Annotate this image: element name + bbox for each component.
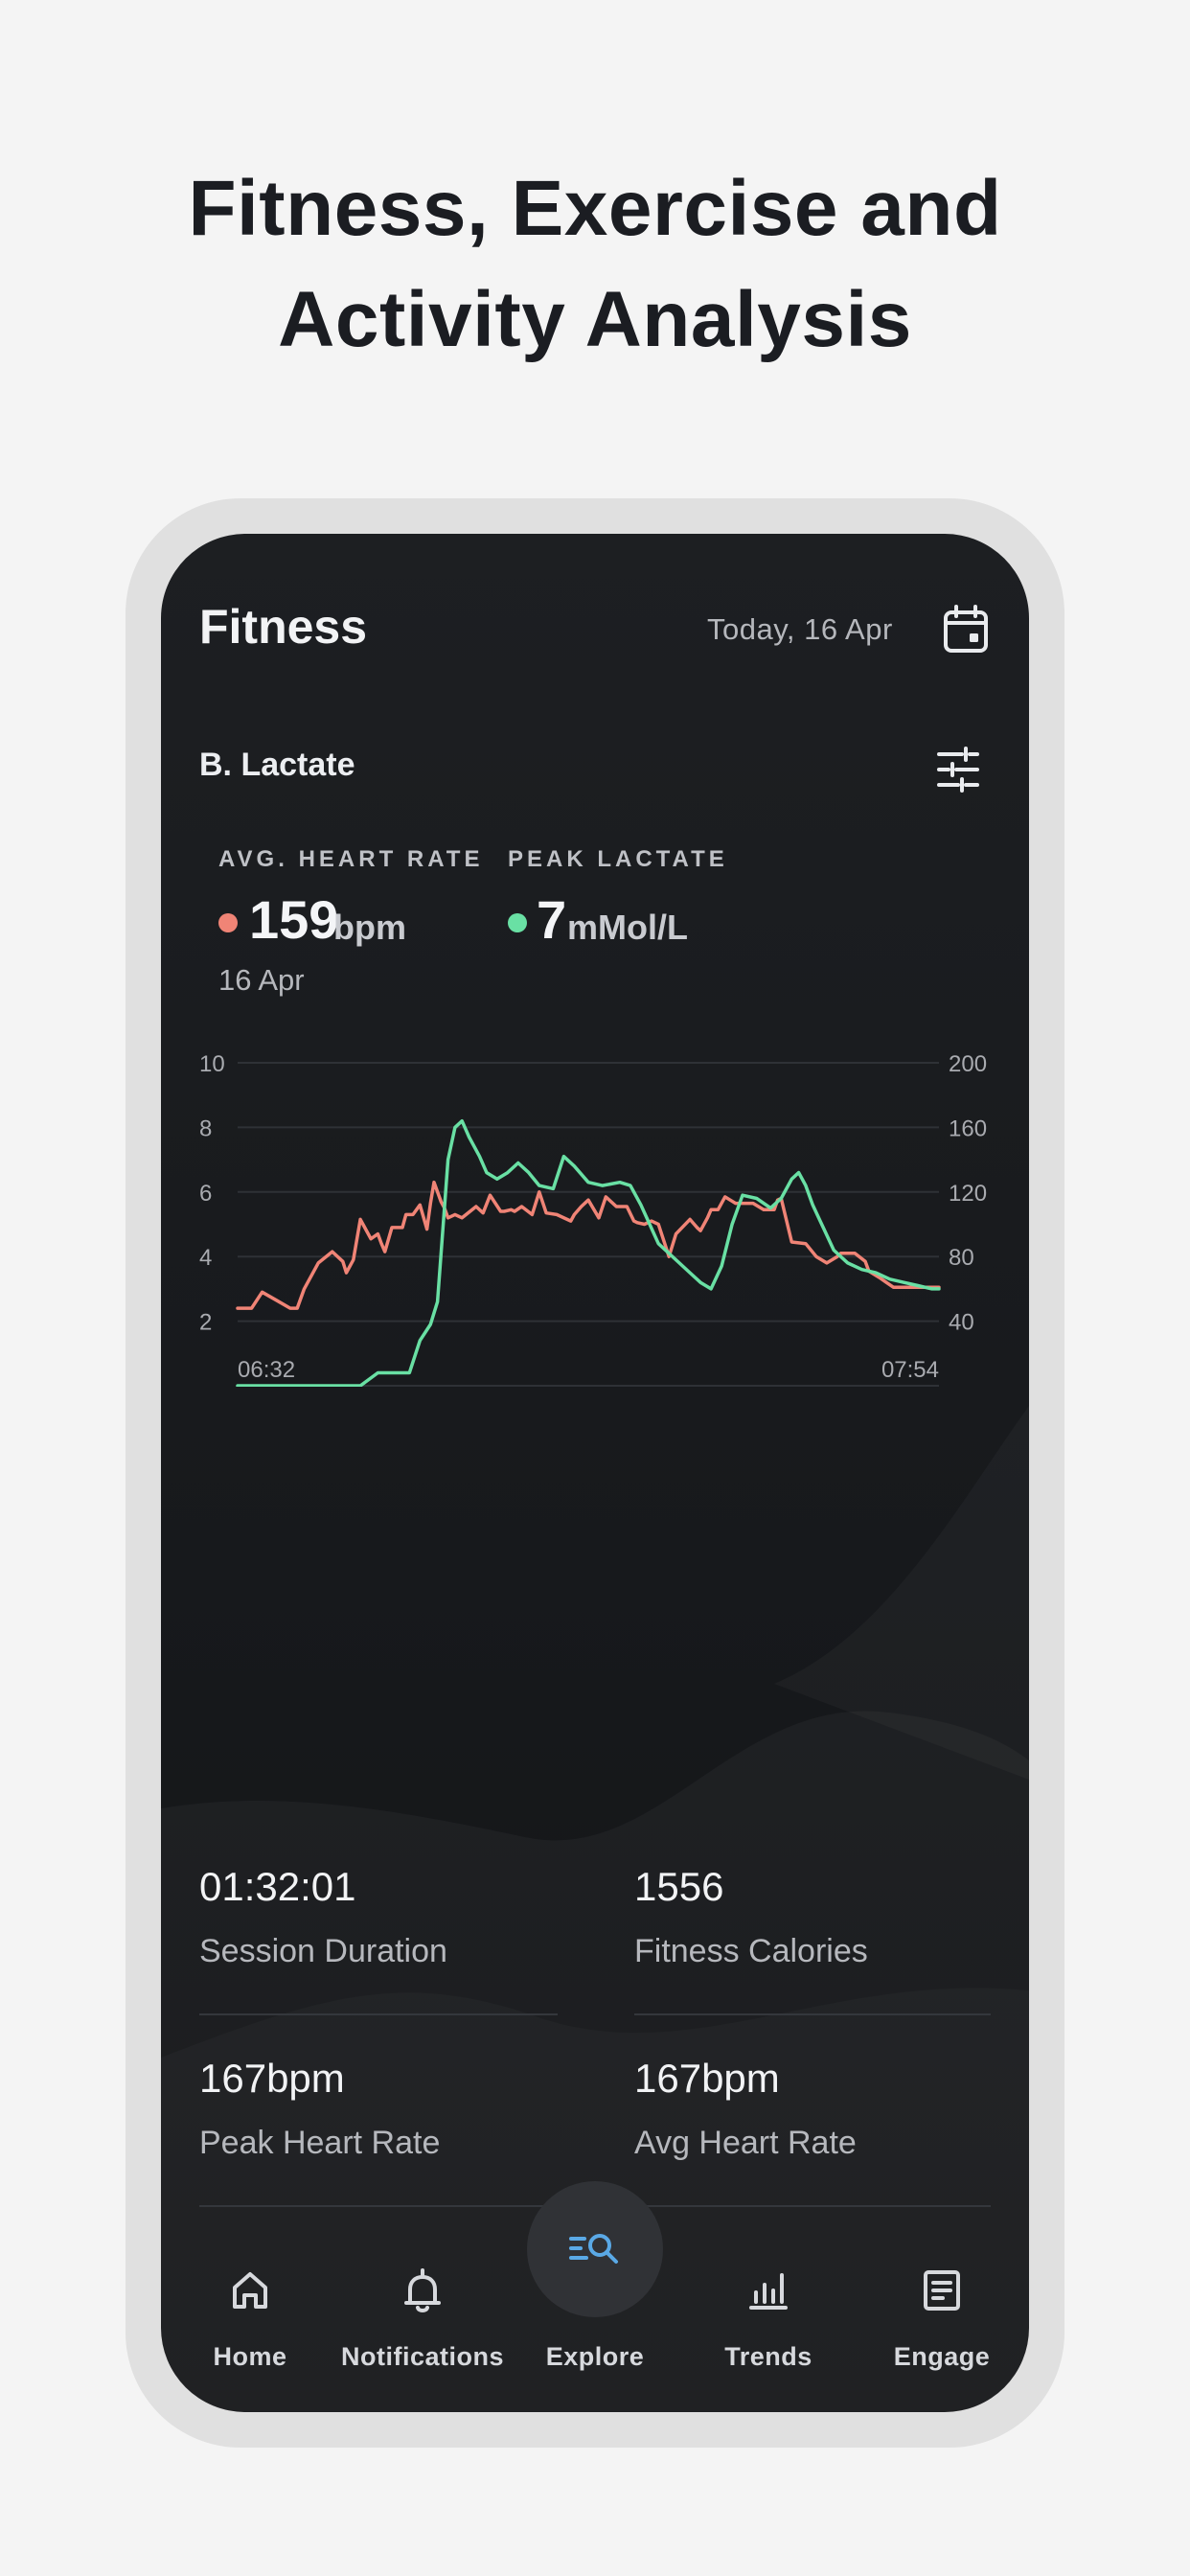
- avg-heart-rate-metric-label: Avg Heart Rate: [634, 2125, 857, 2161]
- document-icon: [924, 2270, 960, 2311]
- fitness-calories-label: Fitness Calories: [634, 1933, 868, 1969]
- stats-date: 16 Apr: [218, 963, 305, 997]
- nav-item-explore[interactable]: Explore: [509, 2220, 681, 2412]
- y-right-tick-label: 200: [949, 1051, 987, 1077]
- peak-lactate-value: 7: [537, 889, 567, 950]
- avg-heart-rate-value: 159: [249, 889, 339, 950]
- peak-lactate-unit: mMol/L: [567, 908, 688, 947]
- nav-item-home[interactable]: Home: [164, 2220, 336, 2412]
- app-title: Fitness: [199, 600, 368, 654]
- heart-rate-series-line: [236, 1180, 941, 1310]
- search-list-icon: [569, 2234, 618, 2264]
- lactate-series-line: [236, 1118, 941, 1387]
- avg-heart-rate-metric-value: 167bpm: [634, 2056, 780, 2101]
- y-left-tick-label: 4: [199, 1245, 212, 1271]
- y-left-tick-label: 8: [199, 1116, 212, 1141]
- peak-lactate-caption: PEAK LACTATE: [508, 846, 728, 872]
- bottom-navigation: Home Notifications Explore: [161, 2220, 1029, 2412]
- nav-item-engage[interactable]: Engage: [856, 2220, 1028, 2412]
- y-left-tick-label: 6: [199, 1181, 212, 1207]
- session-duration-label: Session Duration: [199, 1933, 447, 1969]
- calendar-icon: [944, 605, 988, 653]
- headline-line-2: Activity Analysis: [278, 276, 912, 363]
- peak-heart-rate-value: 167bpm: [199, 2056, 345, 2101]
- headline-line-1: Fitness, Exercise and: [188, 165, 1002, 252]
- avg-heart-rate-unit: bpm: [333, 908, 406, 947]
- x-tick-label: 07:54: [881, 1357, 939, 1383]
- x-tick-label: 06:32: [238, 1357, 295, 1383]
- nav-label-trends: Trends: [724, 2342, 812, 2371]
- nav-label-engage: Engage: [893, 2342, 991, 2371]
- nav-label-notifications: Notifications: [340, 2342, 504, 2371]
- y-left-tick-label: 10: [199, 1051, 225, 1077]
- session-duration-value: 01:32:01: [199, 1864, 356, 1909]
- home-icon: [233, 2272, 267, 2309]
- metric-divider: [199, 2013, 558, 2015]
- lactate-heart-rate-chart: 10 200 8 160 6 120 4 80 2 40 06:32 07:54: [161, 1023, 1029, 1387]
- nav-label-explore: Explore: [545, 2342, 645, 2371]
- sliders-icon: [937, 747, 979, 793]
- bell-icon: [404, 2268, 441, 2312]
- lactate-legend-dot: [508, 913, 527, 932]
- metric-divider: [634, 2013, 991, 2015]
- y-left-tick-label: 2: [199, 1310, 212, 1336]
- peak-heart-rate-label: Peak Heart Rate: [199, 2125, 441, 2161]
- section-title: B. Lactate: [199, 747, 355, 783]
- fitness-calories-value: 1556: [634, 1864, 724, 1909]
- y-right-tick-label: 80: [949, 1245, 974, 1271]
- bar-chart-icon: [749, 2273, 788, 2310]
- app-screen: Fitness Today, 16 Apr B. Lactate AVG. HE…: [161, 534, 1029, 2412]
- y-right-tick-label: 40: [949, 1310, 974, 1336]
- calendar-button[interactable]: [937, 601, 995, 658]
- nav-item-notifications[interactable]: Notifications: [336, 2220, 509, 2412]
- filter-button[interactable]: [927, 739, 989, 800]
- y-right-tick-label: 120: [949, 1181, 987, 1207]
- nav-label-home: Home: [213, 2342, 287, 2371]
- header-date[interactable]: Today, 16 Apr: [707, 612, 893, 646]
- explore-fab-button[interactable]: [527, 2181, 663, 2317]
- page-headline: Fitness, Exercise and Activity Analysis: [0, 153, 1190, 376]
- nav-item-trends[interactable]: Trends: [682, 2220, 855, 2412]
- chart-canvas: 10 200 8 160 6 120 4 80 2 40 06:32 07:54: [199, 1051, 987, 1387]
- avg-heart-rate-caption: AVG. HEART RATE: [218, 846, 484, 872]
- y-right-tick-label: 160: [949, 1116, 987, 1141]
- heart-rate-legend-dot: [218, 913, 238, 932]
